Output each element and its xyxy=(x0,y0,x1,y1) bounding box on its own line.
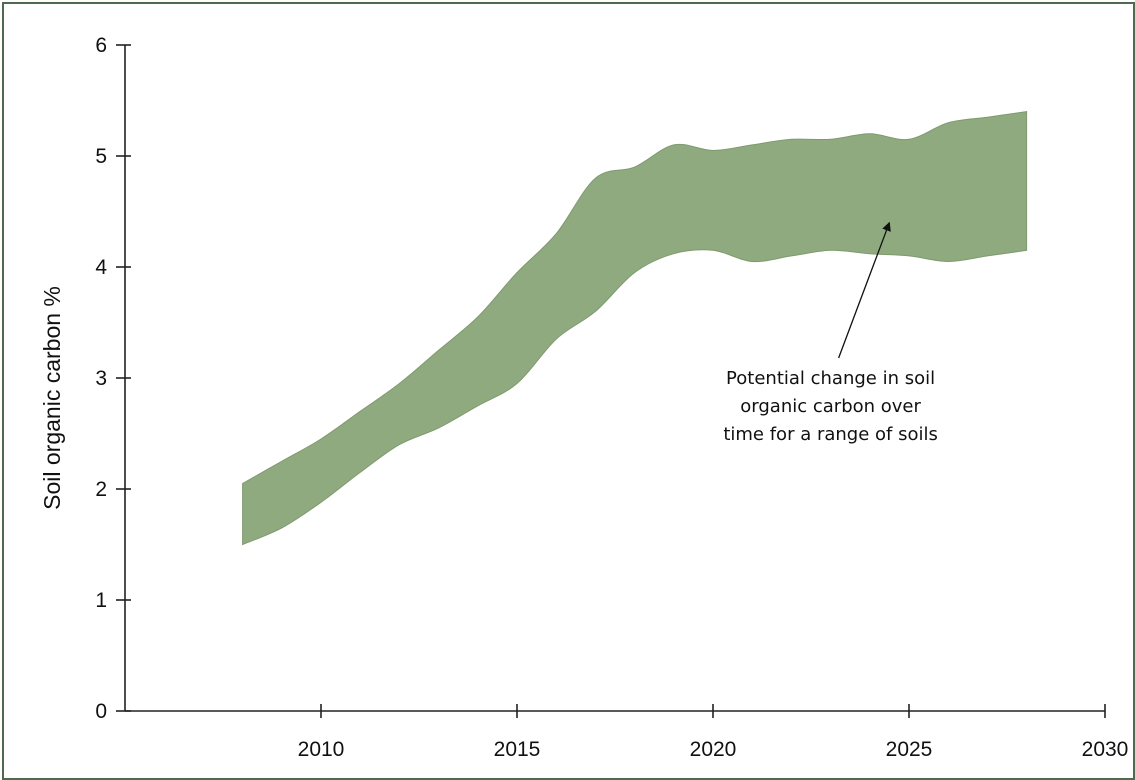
y-axis-title: Soil organic carbon % xyxy=(39,286,65,510)
x-tick-label: 2025 xyxy=(886,738,933,761)
y-ticks: 0 1 2 3 4 5 6 xyxy=(95,34,131,723)
x-tick-label: 2020 xyxy=(690,738,737,761)
y-tick-label: 2 xyxy=(95,478,107,501)
y-tick-label: 0 xyxy=(95,700,107,723)
x-ticks: 2010 2015 2020 2025 2030 xyxy=(298,704,1129,761)
y-tick-label: 1 xyxy=(95,589,107,612)
band-layer xyxy=(242,111,1028,546)
annotation-text-line: Potential change in soil xyxy=(726,368,935,389)
x-tick-label: 2010 xyxy=(298,738,345,761)
y-tick-label: 4 xyxy=(95,256,107,279)
annotation-layer: Potential change in soil organic carbon o… xyxy=(723,221,938,445)
y-tick-label: 6 xyxy=(95,34,107,57)
y-tick-label: 5 xyxy=(95,145,107,168)
x-tick-label: 2030 xyxy=(1082,738,1129,761)
y-tick-label: 3 xyxy=(95,367,107,390)
annotation-text-line: organic carbon over xyxy=(740,396,921,417)
soil-carbon-range-band xyxy=(242,111,1028,546)
annotation-arrow xyxy=(837,221,891,359)
x-tick-label: 2015 xyxy=(494,738,541,761)
annotation-text-line: time for a range of soils xyxy=(723,424,938,445)
